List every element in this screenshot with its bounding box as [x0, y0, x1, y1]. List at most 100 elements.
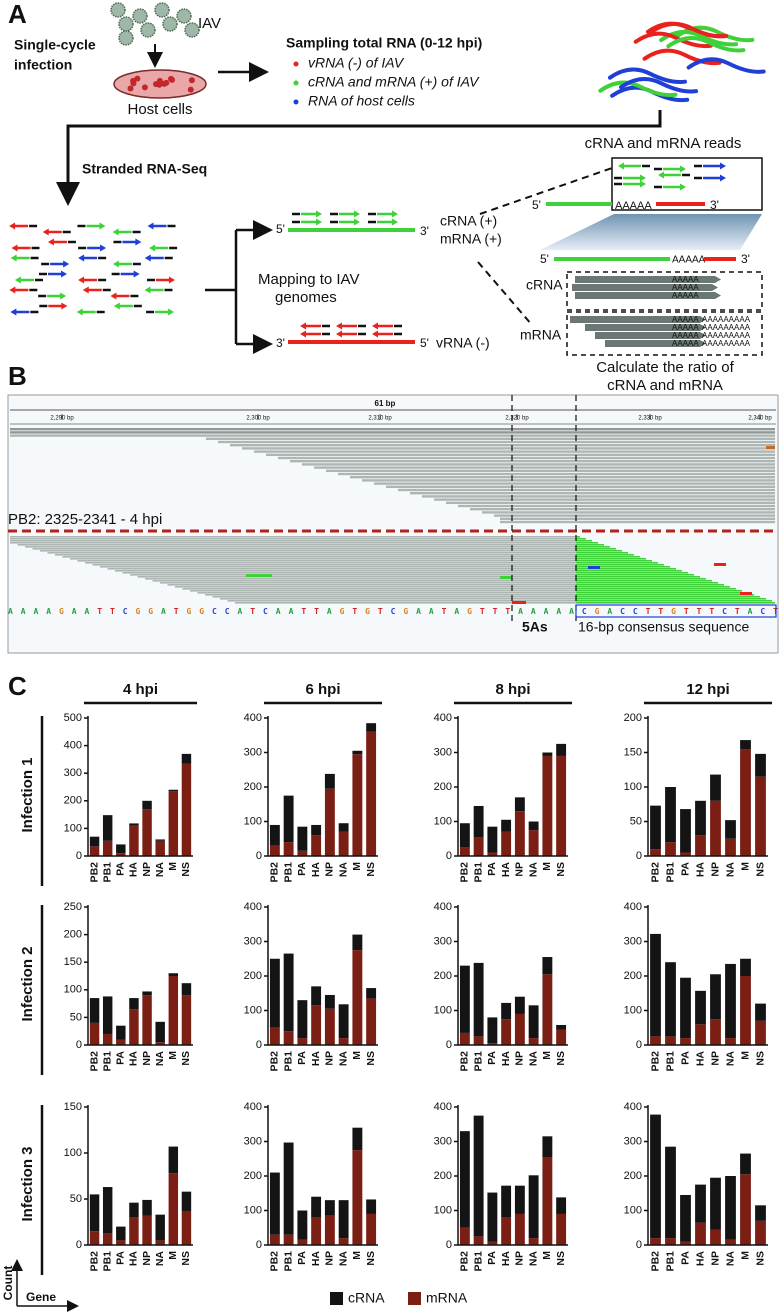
read: [362, 479, 775, 482]
bar-segment: [695, 1222, 706, 1245]
read: [17, 544, 576, 546]
legend-swatch: [330, 1292, 343, 1305]
consensus-box: [575, 604, 777, 618]
bar-segment: [459, 1131, 470, 1228]
bar-segment: [181, 995, 192, 1045]
bar-segment: [473, 1036, 484, 1045]
x-tick-label: PB2: [88, 862, 100, 883]
y-tick-label: 150: [624, 746, 642, 758]
column-title: 6 hpi: [305, 681, 340, 698]
bar-segment: [155, 1021, 165, 1043]
bar-segment: [528, 1238, 539, 1245]
x-tick-label: PA: [486, 1251, 498, 1265]
bar-segment: [116, 1226, 126, 1241]
x-tick-label: PA: [679, 862, 691, 876]
y-tick-label: 100: [244, 1204, 262, 1216]
read: [182, 588, 576, 590]
ruler-label: 2,330 bp: [638, 416, 662, 422]
bar-segment: [755, 1003, 766, 1021]
bar-segment: [650, 1238, 661, 1245]
read: [290, 460, 775, 463]
x-tick-label: NS: [555, 1251, 567, 1266]
bar-segment: [142, 800, 152, 810]
bar-segment: [352, 750, 363, 755]
x-tick-label: HA: [500, 862, 512, 878]
region-label: PB2: 2325-2341 - 4 hpi: [8, 511, 162, 528]
bar-segment: [89, 836, 100, 847]
read-tail: [576, 602, 775, 604]
read: [25, 546, 576, 548]
bar-segment: [542, 755, 553, 856]
bar-segment: [366, 998, 377, 1045]
x-tick-label: NA: [527, 1251, 539, 1267]
x-tick-label: PB2: [88, 1251, 100, 1272]
column-title: 8 hpi: [495, 681, 530, 698]
read: [47, 552, 576, 554]
x-tick-label: PA: [679, 1051, 691, 1065]
read-tail: [576, 580, 712, 582]
x-tick-label: PB1: [472, 862, 484, 883]
read: [350, 476, 775, 479]
x-tick-label: NA: [724, 862, 736, 878]
bar-segment: [556, 755, 567, 856]
mismatch: [588, 566, 600, 569]
arrow-head: [112, 260, 119, 268]
bar-segment: [542, 1136, 553, 1158]
virus: [132, 8, 148, 24]
bar-segment: [459, 1032, 470, 1045]
x-tick-label: NS: [754, 1251, 766, 1266]
read-tail: [576, 536, 580, 538]
bar-segment: [680, 852, 691, 856]
arrow-head: [392, 210, 398, 218]
x-tick-label: PA: [296, 1251, 308, 1265]
bar-segment: [116, 1025, 126, 1040]
read-tail: [576, 600, 772, 602]
bar-segment: [710, 774, 721, 801]
label: mRNA (+): [440, 231, 502, 247]
arrow-head: [61, 270, 68, 278]
bar-segment: [269, 845, 280, 856]
bar-segment: [487, 1017, 498, 1044]
zoom-fan: [540, 214, 762, 250]
x-tick-label: PB2: [269, 1251, 281, 1272]
read: [220, 598, 576, 600]
arrow-head: [392, 218, 398, 226]
label: cRNA and mRNA reads: [585, 135, 742, 152]
x-tick-label: PB1: [472, 1251, 484, 1272]
arrow-head: [372, 330, 378, 338]
cell: [134, 75, 141, 82]
y-tick-label: 400: [624, 1101, 642, 1113]
bar-segment: [102, 815, 113, 841]
y-tick-label: 300: [624, 935, 642, 947]
read: [494, 514, 775, 517]
arrow-head: [372, 322, 378, 330]
bar-segment: [311, 1217, 322, 1245]
bar-segment: [142, 1215, 152, 1245]
bar-segment: [269, 824, 280, 846]
x-tick-label: M: [541, 1251, 553, 1260]
bar-segment: [542, 957, 553, 975]
label: 3': [276, 336, 285, 350]
bar-segment: [129, 825, 139, 856]
read-tail: [576, 540, 592, 542]
label: AAAAA: [672, 323, 699, 332]
bar-segment: [324, 773, 335, 789]
bar-segment: [181, 753, 192, 764]
bar-segment: [710, 800, 721, 856]
read: [266, 453, 775, 456]
label: 3': [741, 252, 750, 266]
y-tick-label: 100: [244, 1004, 262, 1016]
read-tail: [576, 578, 706, 580]
x-tick-label: NP: [141, 1251, 153, 1266]
read: [235, 602, 576, 604]
read: [278, 456, 775, 460]
y-tick-label: 100: [64, 984, 82, 996]
y-tick-label: 100: [624, 1204, 642, 1216]
bar-segment: [473, 1115, 484, 1237]
x-tick-label: NP: [709, 862, 721, 877]
read: [32, 548, 576, 550]
bar-segment: [459, 847, 470, 856]
arrow-head: [144, 254, 151, 262]
arrow-head: [78, 276, 85, 284]
x-tick-label: HA: [310, 1051, 322, 1067]
